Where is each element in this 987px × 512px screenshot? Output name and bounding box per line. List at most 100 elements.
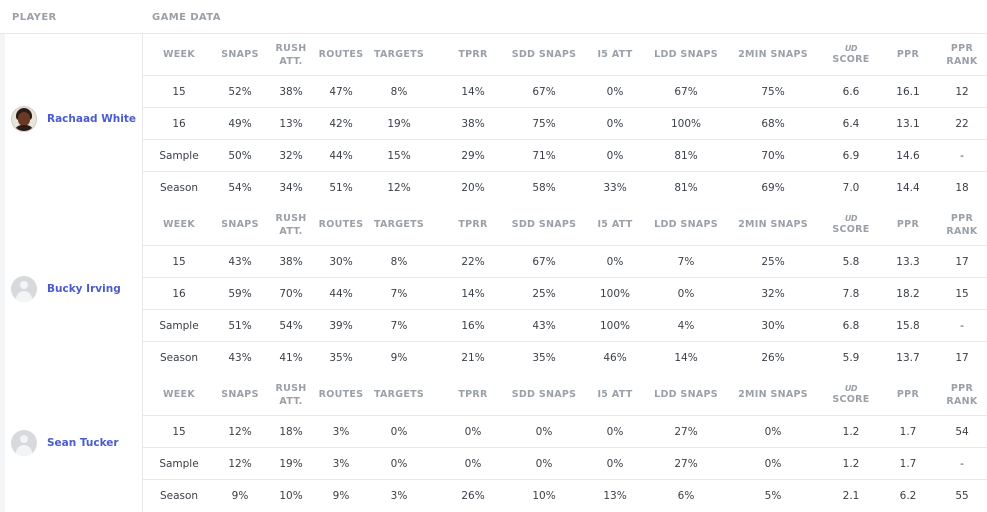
- cell-ud-score: 1.2: [842, 457, 860, 470]
- user-avatar-icon: [11, 430, 37, 456]
- column-header-label-line2: SCORE: [832, 223, 870, 235]
- cell-ldd-snaps: 81%: [674, 149, 698, 162]
- player-block: Sean Tucker WEEK SNAPS RUSH ATT. ROUTES TARGET…: [5, 374, 987, 512]
- column-header-label: TARGETS: [373, 49, 425, 60]
- column-header-2min-snaps: 2MIN SNAPS: [731, 34, 815, 75]
- column-header-ud-score: UD SCORE: [824, 34, 878, 75]
- column-header-rush-att: RUSH ATT.: [268, 34, 314, 75]
- cell-snaps: 59%: [228, 287, 252, 300]
- cell-sdd-snaps: 71%: [532, 149, 556, 162]
- cell-week: Season: [159, 182, 199, 194]
- cell-ppr: 1.7: [899, 457, 917, 470]
- cell-routes: 51%: [329, 182, 353, 194]
- cell-2min-snaps: 0%: [764, 425, 782, 438]
- cell-ppr: 14.4: [896, 182, 920, 194]
- column-header-label: I5 ATT: [597, 219, 633, 230]
- table-row: Season 43% 41% 35% 9% 21% 35% 46% 14% 26% 5.9 13.7 1…: [143, 342, 987, 374]
- column-header-label: RUSH: [275, 212, 307, 224]
- player-cell: Rachaad White: [5, 34, 143, 204]
- cell-sdd-snaps: 25%: [532, 287, 556, 300]
- column-header-label: LDD SNAPS: [654, 389, 718, 400]
- column-header-label: PPR: [896, 219, 920, 230]
- column-header-routes: ROUTES: [315, 204, 367, 245]
- cell-2min-snaps: 75%: [761, 85, 785, 98]
- cell-week: Season: [159, 490, 199, 502]
- table-row: 15 12% 18% 3% 0% 0% 0% 0% 27% 0% 1.2 1.7 54: [143, 416, 987, 448]
- cell-i5-att: 0%: [606, 457, 624, 470]
- column-header-ppr-rank: PPR RANK: [937, 34, 987, 75]
- column-header-ldd-snaps: LDD SNAPS: [644, 374, 728, 415]
- player-name[interactable]: Sean Tucker: [47, 437, 119, 449]
- player-link[interactable]: Sean Tucker: [11, 430, 119, 456]
- cell-sdd-snaps: 67%: [532, 85, 556, 98]
- table-row: Season 9% 10% 9% 3% 26% 10% 13% 6% 5% 2.1 6.2 55: [143, 480, 987, 512]
- column-header-rush-att: RUSH ATT.: [268, 374, 314, 415]
- cell-sdd-snaps: 58%: [532, 182, 556, 194]
- cell-sdd-snaps: 43%: [532, 319, 556, 332]
- column-header-label: PPR: [950, 212, 974, 224]
- cell-ppr-rank: 12: [955, 85, 969, 98]
- cell-ud-score: 5.8: [842, 255, 860, 268]
- cell-snaps: 49%: [228, 117, 252, 130]
- cell-ud-score: 5.9: [842, 352, 860, 364]
- cell-targets: 8%: [390, 255, 408, 268]
- cell-i5-att: 33%: [603, 182, 627, 194]
- column-header-week: WEEK: [149, 204, 209, 245]
- column-header-ldd-snaps: LDD SNAPS: [644, 34, 728, 75]
- cell-targets: 7%: [390, 319, 408, 332]
- player-name[interactable]: Bucky Irving: [47, 283, 121, 295]
- cell-ud-score: 6.6: [842, 85, 860, 98]
- cell-2min-snaps: 30%: [761, 319, 785, 332]
- cell-rush-att: 32%: [279, 149, 303, 162]
- column-header-rush-att: RUSH ATT.: [268, 204, 314, 245]
- column-header-2min-snaps: 2MIN SNAPS: [731, 204, 815, 245]
- game-data-grid: WEEK SNAPS RUSH ATT. ROUTES TARGETS TPRR SDD SN…: [143, 34, 987, 204]
- cell-rush-att: 38%: [279, 85, 303, 98]
- cell-targets: 19%: [387, 117, 411, 130]
- cell-2min-snaps: 68%: [761, 117, 785, 130]
- cell-targets: 0%: [390, 425, 408, 438]
- cell-ud-score: 1.2: [842, 425, 860, 438]
- player-name[interactable]: Rachaad White: [47, 113, 137, 125]
- column-header-label-line2: RANK: [946, 395, 978, 407]
- column-header-routes: ROUTES: [315, 374, 367, 415]
- cell-i5-att: 100%: [599, 319, 631, 332]
- column-header-label: RUSH: [275, 42, 307, 54]
- column-header-snaps: SNAPS: [213, 204, 267, 245]
- cell-2min-snaps: 69%: [761, 182, 785, 194]
- column-header-tprr: TPRR: [448, 204, 498, 245]
- column-header-label: SDD SNAPS: [511, 219, 577, 230]
- column-header-label-line2: SCORE: [832, 393, 870, 405]
- column-header-row: WEEK SNAPS RUSH ATT. ROUTES TARGETS TPRR SDD SN…: [143, 374, 987, 416]
- column-header-targets: TARGETS: [368, 34, 430, 75]
- cell-rush-att: 34%: [279, 182, 303, 194]
- column-header-row: WEEK SNAPS RUSH ATT. ROUTES TARGETS TPRR SDD SN…: [143, 204, 987, 246]
- column-header-ppr-rank: PPR RANK: [937, 374, 987, 415]
- cell-ldd-snaps: 14%: [674, 352, 698, 364]
- column-header-i5-att: I5 ATT: [590, 34, 640, 75]
- cell-2min-snaps: 26%: [761, 352, 785, 364]
- cell-routes: 30%: [329, 255, 353, 268]
- cell-targets: 9%: [390, 352, 408, 364]
- column-header-label: PPR: [896, 49, 920, 60]
- cell-tprr: 16%: [461, 319, 485, 332]
- column-header-week: WEEK: [149, 374, 209, 415]
- column-header-label: 2MIN SNAPS: [738, 49, 808, 60]
- player-link[interactable]: Bucky Irving: [11, 276, 121, 302]
- cell-snaps: 54%: [228, 182, 252, 194]
- column-header-sdd-snaps: SDD SNAPS: [508, 34, 580, 75]
- column-header-snaps: SNAPS: [213, 34, 267, 75]
- column-header-label-line2: RANK: [946, 225, 978, 237]
- cell-week: Season: [159, 352, 199, 364]
- column-header-ppr: PPR: [885, 204, 931, 245]
- column-header-targets: TARGETS: [368, 374, 430, 415]
- player-link[interactable]: Rachaad White: [11, 106, 136, 132]
- cell-ppr: 13.3: [896, 255, 920, 268]
- column-header-label: RUSH: [275, 382, 307, 394]
- column-header-label: TPRR: [458, 49, 488, 60]
- column-header-tprr: TPRR: [448, 374, 498, 415]
- column-header-label: ROUTES: [318, 389, 364, 400]
- cell-rush-att: 19%: [279, 457, 303, 470]
- cell-ppr-rank: 22: [955, 117, 969, 130]
- cell-targets: 8%: [390, 85, 408, 98]
